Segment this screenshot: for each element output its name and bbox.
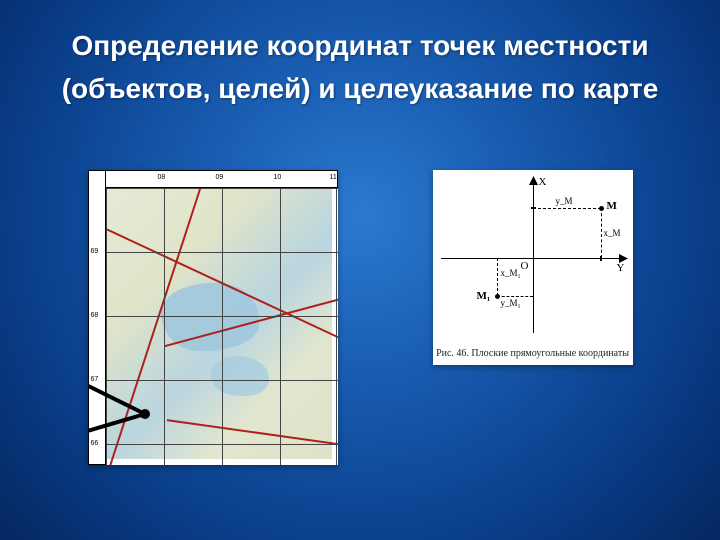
- map-tick-label: 10: [274, 174, 282, 181]
- map-gridline: [88, 188, 338, 189]
- map-tick-label: 69: [91, 248, 99, 255]
- divider-icon: [88, 362, 175, 447]
- dashline: [533, 208, 601, 209]
- content-area: 69 68 67 66 08 09 10 11: [0, 170, 720, 465]
- ym1-label: y_M₁: [501, 298, 521, 308]
- axis-label-y: Y: [617, 262, 625, 274]
- tick: [531, 207, 536, 209]
- map-frame: [88, 170, 338, 188]
- slide-title: Определение координат точек местности (о…: [0, 0, 720, 111]
- map-water-body-2: [211, 356, 269, 396]
- tick: [600, 256, 602, 261]
- diagram-caption: Рис. 46. Плоские прямоугольные координат…: [433, 348, 633, 359]
- dashline: [601, 208, 602, 258]
- arrowhead-icon: [529, 176, 538, 185]
- slide: Определение координат точек местности (о…: [0, 0, 720, 540]
- axis-x: [533, 178, 534, 333]
- point-m-label: M: [607, 200, 617, 212]
- coord-diagram: X Y O M y_M x_M M₁ x_M₁ y_M₁: [441, 178, 625, 335]
- coord-panel: X Y O M y_M x_M M₁ x_M₁ y_M₁ Ри: [433, 170, 633, 365]
- dashline: [497, 296, 533, 297]
- map-tick-label: 68: [91, 312, 99, 319]
- point-m1-label: M₁: [477, 290, 491, 302]
- map-panel: 69 68 67 66 08 09 10 11: [88, 170, 338, 465]
- dashline: [497, 258, 498, 296]
- ym-label: y_M: [556, 196, 573, 206]
- axis-label-x: X: [539, 176, 547, 188]
- xm1-label: x_M₁: [501, 268, 521, 278]
- map-tick-label: 11: [330, 174, 337, 181]
- xm-label: x_M: [604, 228, 621, 238]
- origin-label: O: [521, 260, 529, 272]
- title-line1: Определение координат точек местности: [0, 24, 720, 67]
- map-tick-label: 09: [216, 174, 224, 181]
- map-gridline: [88, 252, 338, 253]
- map-gridline: [88, 316, 338, 317]
- map-tick-label: 08: [158, 174, 166, 181]
- map-gridline: [280, 170, 281, 465]
- map-gridline: [222, 170, 223, 465]
- title-line2: (объектов, целей) и целеуказание по карт…: [0, 67, 720, 110]
- map-gridline: [336, 170, 337, 465]
